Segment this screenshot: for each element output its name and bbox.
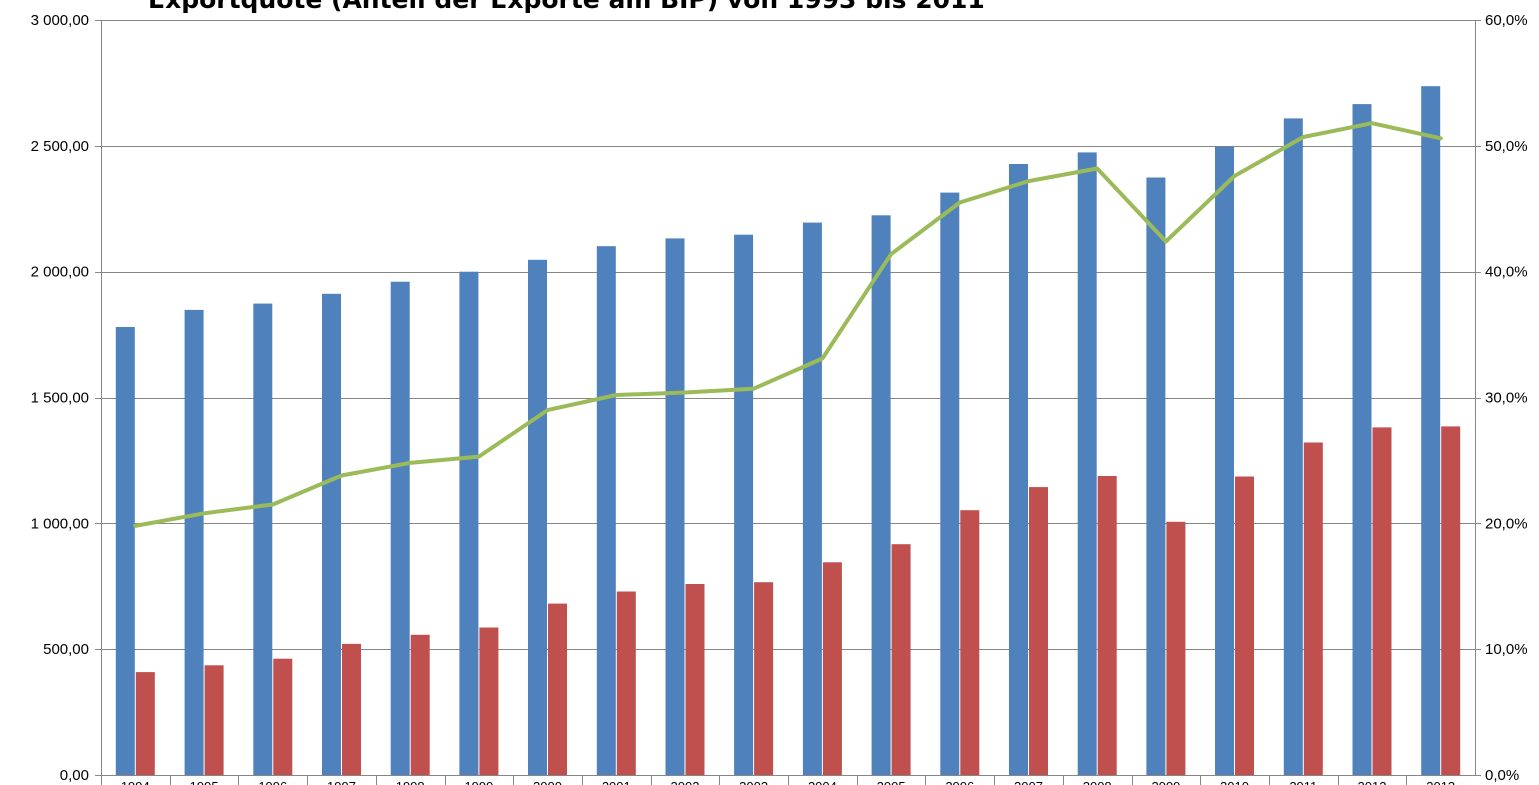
- category-label-2012: 2012: [1358, 779, 1387, 785]
- right-axis-tick-label: 30,0%: [1485, 390, 1528, 407]
- category-label-2011: 2011: [1289, 779, 1317, 785]
- category-label-2013: 2013: [1426, 779, 1455, 785]
- bar-series2-1999: [479, 627, 499, 775]
- right-axis-tick-label: 0,0%: [1485, 767, 1519, 784]
- bar-series2-2006: [960, 510, 980, 775]
- category-label-2003: 2003: [739, 779, 768, 785]
- bar-series1-1998: [390, 281, 410, 775]
- bar-series1-1996: [253, 303, 273, 775]
- category-label-1997: 1997: [327, 779, 356, 785]
- bar-series1-2001: [596, 246, 616, 775]
- bar-series2-2005: [891, 544, 911, 775]
- bar-series1-2007: [1009, 164, 1028, 775]
- bar-series2-2009: [1166, 521, 1186, 775]
- bar-series2-2007: [1029, 487, 1048, 775]
- bar-layer: [115, 86, 1461, 776]
- bar-series2-2010: [1235, 476, 1254, 775]
- category-label-1994: 1994: [121, 779, 150, 785]
- bar-series1-2013: [1421, 86, 1441, 775]
- category-label-2009: 2009: [1151, 779, 1180, 785]
- category-label-2006: 2006: [945, 779, 974, 785]
- bar-series2-2000: [548, 603, 567, 775]
- category-label-1996: 1996: [258, 779, 287, 785]
- category-label-2005: 2005: [877, 779, 906, 785]
- bar-series2-2013: [1441, 426, 1461, 775]
- bar-series2-1996: [273, 658, 293, 775]
- bar-series2-1995: [204, 665, 224, 775]
- right-axis-tick-label: 50,0%: [1485, 138, 1528, 155]
- left-axis-tick-label: 500,00: [43, 641, 89, 658]
- bar-series1-2002: [665, 238, 685, 775]
- category-label-2004: 2004: [808, 779, 837, 785]
- bar-series1-2008: [1077, 152, 1097, 775]
- bar-series2-2011: [1303, 442, 1323, 775]
- tick-labels: 0,00 500,00 1 000,00 1 500,00 2 000,00 2 500,…: [31, 12, 1528, 785]
- bar-series2-1994: [135, 672, 155, 775]
- line-layer: [133, 121, 1443, 528]
- bar-series1-2011: [1283, 118, 1303, 775]
- category-label-2010: 2010: [1220, 779, 1249, 785]
- axes: [95, 20, 1481, 785]
- bar-series2-2001: [616, 591, 636, 775]
- category-label-1999: 1999: [464, 779, 493, 785]
- left-axis-tick-label: 2 000,00: [31, 264, 89, 281]
- left-axis-tick-label: 3 000,00: [31, 12, 89, 29]
- category-label-2008: 2008: [1083, 779, 1112, 785]
- category-label-2007: 2007: [1014, 779, 1043, 785]
- chart-title: Exportquote (Anteil der Exporte am BIP) …: [148, 0, 985, 14]
- bar-series1-2004: [802, 222, 822, 776]
- bar-series1-2006: [940, 192, 960, 776]
- bar-series1-1997: [322, 293, 341, 775]
- bar-series1-2010: [1215, 146, 1234, 776]
- bar-series2-1997: [342, 643, 361, 775]
- right-axis-tick-label: 10,0%: [1485, 641, 1528, 658]
- bar-series2-2004: [822, 562, 842, 775]
- left-axis-tick-label: 1 500,00: [31, 390, 89, 407]
- right-axis-tick-label: 40,0%: [1485, 264, 1528, 281]
- bar-series2-2012: [1372, 427, 1392, 775]
- left-axis-tick-label: 1 000,00: [31, 515, 89, 532]
- category-label-1995: 1995: [190, 779, 219, 785]
- left-axis-tick-label: 2 500,00: [31, 138, 89, 155]
- bar-series2-2002: [685, 584, 705, 775]
- bar-series1-2003: [734, 234, 754, 775]
- bar-series2-2003: [754, 582, 774, 775]
- bar-series1-2012: [1352, 104, 1372, 776]
- right-axis-tick-label: 20,0%: [1485, 515, 1528, 532]
- bar-series2-2008: [1097, 476, 1117, 775]
- bar-series1-1995: [184, 309, 204, 775]
- category-label-1998: 1998: [396, 779, 425, 785]
- bar-series2-1998: [410, 634, 430, 775]
- bar-series1-2005: [871, 215, 891, 776]
- bar-series1-2009: [1146, 177, 1166, 775]
- category-label-2001: 2001: [602, 779, 631, 785]
- left-axis-tick-label: 0,00: [60, 767, 89, 784]
- bar-series1-1994: [115, 327, 135, 775]
- line-series-1: [133, 121, 1443, 528]
- bar-series1-2000: [528, 259, 547, 775]
- category-label-2002: 2002: [671, 779, 700, 785]
- right-axis-tick-label: 60,0%: [1485, 12, 1528, 29]
- bar-series1-1999: [459, 271, 479, 775]
- gridlines: [101, 20, 1475, 650]
